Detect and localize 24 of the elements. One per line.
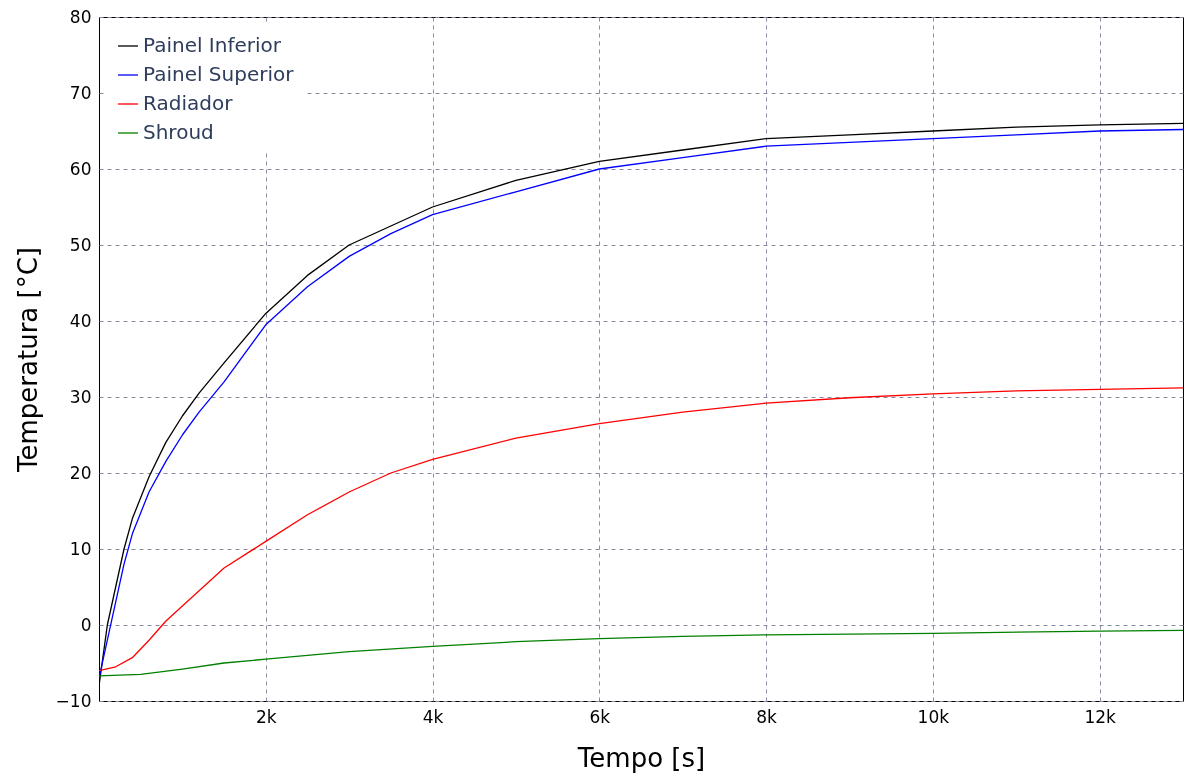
line-series [99,629,1183,677]
y-axis-title: Temperatura [°C] [12,247,43,473]
y-tick-label: 60 [69,158,92,179]
x-tick-label: 8k [756,706,778,727]
x-tick-label: 4k [422,706,444,727]
y-tick-label: 80 [69,6,92,27]
y-tick-label: 20 [69,462,92,483]
legend-label: Painel Superior [143,62,295,86]
line-series [99,387,1183,672]
x-tick-label: 2k [255,706,277,727]
x-tick-label: 12k [1084,706,1117,727]
legend-label: Shroud [143,120,214,144]
y-tick-label: 50 [69,234,92,255]
x-axis-title: Tempo [s] [576,742,706,773]
legend-label: Radiador [143,91,234,115]
y-tick-label: 30 [69,386,92,407]
y-tick-label: −10 [55,690,92,711]
x-tick-label: 6k [589,706,611,727]
y-tick-label: 0 [80,614,92,635]
y-tick-label: 70 [69,82,92,103]
x-tick-label: 10k [917,706,950,727]
legend-label: Painel Inferior [143,33,282,57]
y-tick-label: 40 [69,310,92,331]
y-tick-label: 10 [69,538,92,559]
